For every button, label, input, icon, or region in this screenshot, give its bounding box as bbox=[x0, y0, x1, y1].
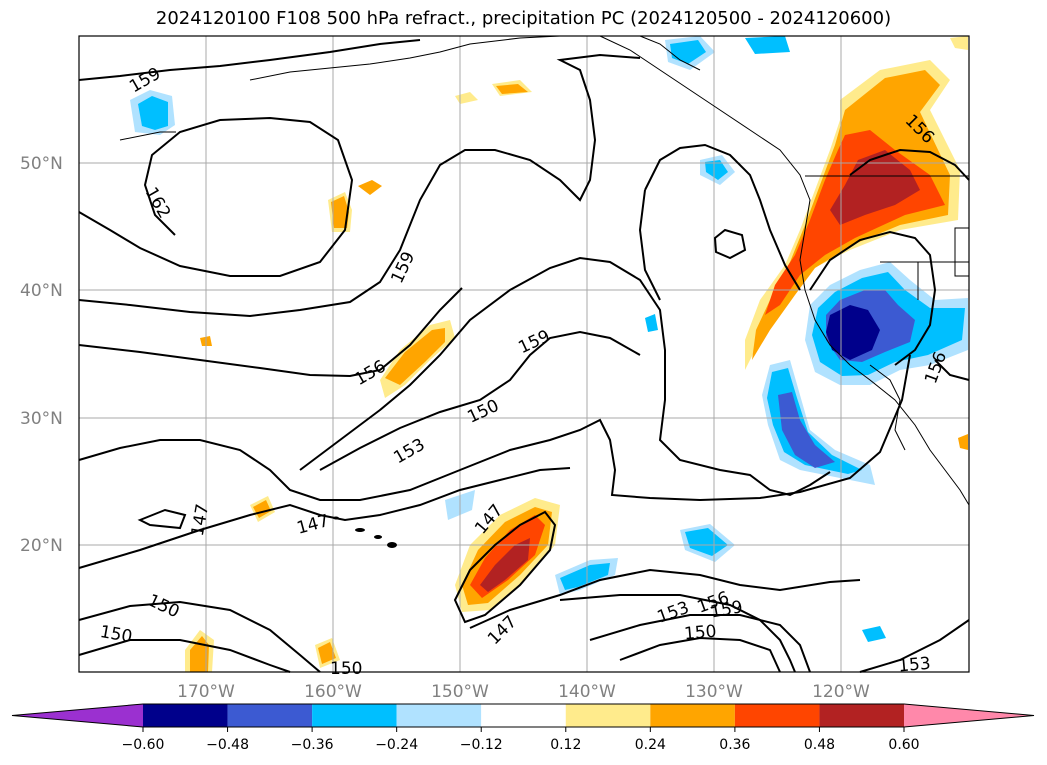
colorbar-tick-label: −0.24 bbox=[375, 737, 418, 753]
refractivity-contours bbox=[78, 39, 970, 673]
colorbar-tick-label: −0.48 bbox=[206, 737, 249, 753]
gridlines bbox=[79, 36, 969, 672]
shading-layer bbox=[130, 36, 968, 672]
colorbar-segment bbox=[312, 704, 397, 727]
lat-label: 50°N bbox=[20, 154, 63, 174]
colorbar-tick-label: −0.60 bbox=[122, 737, 165, 753]
colorbar-segment bbox=[734, 704, 820, 727]
colorbar-tick-label: 0.36 bbox=[719, 737, 750, 753]
lon-label: 160°W bbox=[304, 682, 362, 702]
colorbar-segment bbox=[819, 704, 904, 727]
lat-label: 40°N bbox=[20, 281, 63, 301]
colorbar-extend-low bbox=[12, 704, 143, 727]
lon-label: 170°W bbox=[177, 682, 235, 702]
colorbar-segment bbox=[396, 704, 482, 727]
contour-label: 150 bbox=[330, 659, 362, 679]
longitude-labels: 170°W 160°W 150°W 140°W 130°W 120°W bbox=[177, 682, 870, 702]
contour-label: 153 bbox=[897, 654, 931, 677]
colorbar-extend-high bbox=[904, 704, 1034, 727]
colorbar-segment bbox=[565, 704, 651, 727]
lat-label: 20°N bbox=[20, 536, 63, 556]
colorbar-tick-label: 0.12 bbox=[550, 737, 581, 753]
colorbar-tick-label: 0.48 bbox=[804, 737, 835, 753]
colorbar-segment bbox=[481, 704, 566, 727]
lat-label: 30°N bbox=[20, 409, 63, 429]
coastlines bbox=[119, 35, 970, 506]
latitude-labels: 50°N 40°N 30°N 20°N bbox=[20, 154, 63, 556]
map-title: 2024120100 F108 500 hPa refract., precip… bbox=[155, 8, 892, 29]
colorbar-tick-label: −0.36 bbox=[291, 737, 334, 753]
colorbar-tick-label: 0.24 bbox=[635, 737, 666, 753]
lon-label: 120°W bbox=[812, 682, 870, 702]
contour-label: 150 bbox=[683, 622, 717, 645]
colorbar-segment bbox=[227, 704, 313, 727]
colorbar: −0.60 −0.48 −0.36 −0.24 −0.12 0.12 0.24 0.36 0.4… bbox=[11, 703, 1035, 753]
plot-frame bbox=[78, 35, 970, 673]
lon-label: 150°W bbox=[431, 682, 489, 702]
lon-label: 140°W bbox=[558, 682, 616, 702]
colorbar-tick-label: −0.12 bbox=[460, 737, 503, 753]
colorbar-segment bbox=[143, 704, 228, 727]
colorbar-segment bbox=[650, 704, 735, 727]
lon-label: 130°W bbox=[685, 682, 743, 702]
colorbar-tick-label: 0.60 bbox=[888, 737, 919, 753]
